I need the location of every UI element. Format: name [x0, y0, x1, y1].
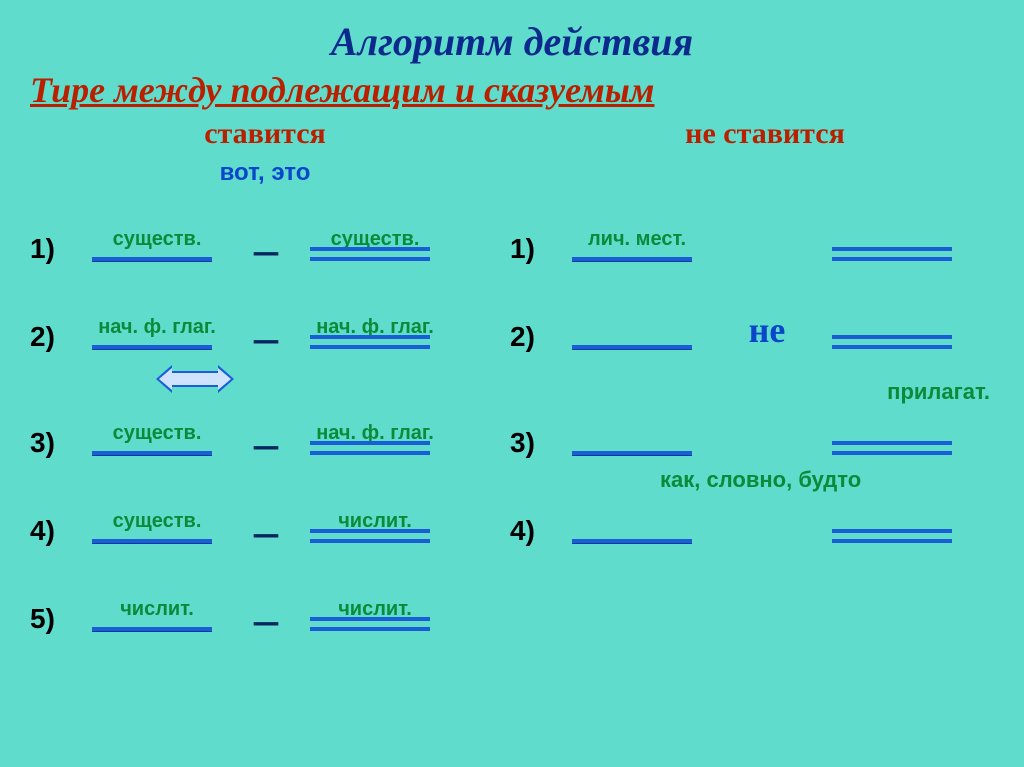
subject-slot [552, 307, 722, 367]
subject-underline [92, 257, 212, 261]
subject-slot [552, 413, 722, 473]
right-column: не ставится 1) лич. мест. 2) не [500, 117, 1020, 649]
subject-slot: нач. ф. глаг. [72, 307, 242, 367]
predicate-underline [832, 529, 952, 543]
predicate-underline [310, 617, 430, 631]
dash-symbol: – [242, 240, 290, 279]
predicate-underline [310, 247, 430, 261]
dash-symbol: – [242, 522, 290, 561]
columns: ставится вот, это 1) существ. – существ.… [0, 117, 1024, 649]
subject-underline [92, 539, 212, 543]
left-row: 3) существ. – нач. ф. глаг. [30, 385, 500, 473]
predicate-slot: нач. ф. глаг. [290, 413, 460, 473]
row-number: 2) [30, 321, 72, 367]
left-header: ставится [30, 117, 500, 151]
subject-slot [552, 501, 722, 561]
predicate-slot: существ. [290, 219, 460, 279]
predicate-slot: числит. [290, 501, 460, 561]
subject-slot: лич. мест. [552, 219, 722, 279]
predicate-slot [812, 501, 982, 561]
predicate-slot [812, 413, 982, 473]
subject-label: существ. [72, 510, 242, 533]
right-row: прилагат. 3) [510, 385, 1020, 473]
predicate-slot [812, 219, 982, 279]
predicate-underline [832, 441, 952, 455]
subject-slot: существ. [72, 501, 242, 561]
subject-label: числит. [72, 598, 242, 621]
subject-label: существ. [72, 422, 242, 445]
row-number: 4) [510, 515, 552, 561]
left-row: 5) числит. – числит. [30, 561, 500, 649]
left-row: 1) существ. – существ. [30, 191, 500, 279]
row-number: 3) [30, 427, 72, 473]
predicate-underline [310, 335, 430, 349]
right-header: не ставится [510, 117, 1020, 151]
row-number: 1) [510, 233, 552, 279]
subtitle: Тире между подлежащим и сказуемым [0, 69, 1024, 111]
predicate-underline [310, 529, 430, 543]
predicate-slot: нач. ф. глаг. [290, 307, 460, 367]
subject-underline [92, 345, 212, 349]
subject-underline [92, 627, 212, 631]
predicate-underline [832, 335, 952, 349]
row-number: 5) [30, 603, 72, 649]
predicate-underline [310, 441, 430, 455]
row-number: 4) [30, 515, 72, 561]
hint-text: вот, это [30, 159, 500, 187]
subject-underline [572, 539, 692, 543]
predicate-slot: числит. [290, 589, 460, 649]
subject-label: существ. [72, 228, 242, 251]
left-column: ставится вот, это 1) существ. – существ.… [0, 117, 500, 649]
predicate-label-above: прилагат. [887, 379, 990, 405]
center-gap [722, 263, 812, 279]
row-number: 3) [510, 427, 552, 473]
subject-underline [572, 451, 692, 455]
predicate-underline [832, 247, 952, 261]
subject-underline [572, 257, 692, 261]
left-row: 4) существ. – числит. [30, 473, 500, 561]
center-word-ne: не [749, 309, 786, 351]
double-arrow-icon [158, 365, 232, 393]
dash-symbol: – [242, 434, 290, 473]
subject-slot: существ. [72, 219, 242, 279]
right-row: как, словно, будто 4) [510, 473, 1020, 561]
left-row: 2) нач. ф. глаг. – нач. ф. глаг. [30, 279, 500, 367]
subject-underline [92, 451, 212, 455]
right-row: 2) не [510, 279, 1020, 367]
subject-slot: числит. [72, 589, 242, 649]
subject-label: нач. ф. глаг. [72, 316, 242, 339]
center-gap: не [722, 309, 812, 367]
subject-slot: существ. [72, 413, 242, 473]
center-gap [722, 545, 812, 561]
right-row: 1) лич. мест. [510, 191, 1020, 279]
subject-underline [572, 345, 692, 349]
comparison-words: как, словно, будто [660, 467, 861, 493]
dash-symbol: – [242, 328, 290, 367]
predicate-slot [812, 307, 982, 367]
row-number: 1) [30, 233, 72, 279]
main-title: Алгоритм действия [0, 0, 1024, 65]
subject-label: лич. мест. [552, 228, 722, 251]
row-number: 2) [510, 321, 552, 367]
dash-symbol: – [242, 610, 290, 649]
